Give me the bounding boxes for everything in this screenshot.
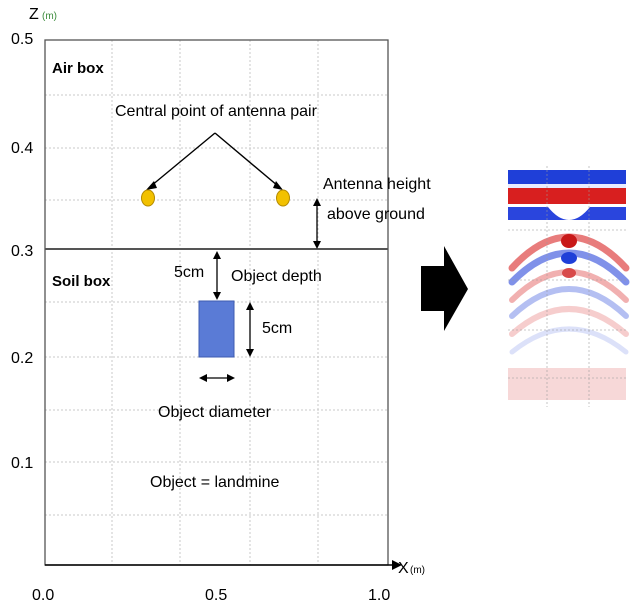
antenna-height-arrowhead-top	[313, 198, 321, 206]
z-tick-label: 0.5	[11, 31, 33, 48]
radargram-apex-red	[561, 234, 577, 248]
hyperbola-blue-3	[509, 326, 629, 355]
central-point-label: Central point of antenna pair	[115, 103, 318, 120]
radargram-apex-red-2	[562, 268, 576, 278]
radargram-lower-wash	[508, 368, 626, 400]
radargram-band-red	[508, 188, 626, 204]
object-size-arrowhead-top	[246, 302, 254, 310]
radargram-panel	[508, 166, 630, 407]
z-tick-label: 0.4	[11, 140, 33, 157]
object-depth-arrowhead-top	[213, 251, 221, 259]
schematic-panel: Z (m) X (m) 0.5 0.4 0.3 0.2 0.1 0.0 0.5 …	[11, 6, 431, 604]
air-box-label: Air box	[52, 60, 104, 77]
transition-arrow	[421, 246, 468, 331]
hyperbola-red-3	[509, 306, 629, 337]
radargram-band-white	[508, 184, 626, 188]
antenna-right	[276, 189, 290, 207]
antenna-height-label-line2: above ground	[327, 206, 425, 223]
z-tick-label: 0.2	[11, 350, 33, 367]
radargram-apex-blue	[561, 252, 577, 264]
x-axis-label: X	[398, 560, 409, 577]
object-depth-value: 5cm	[174, 264, 204, 281]
object-diameter-arrowhead-left	[199, 374, 207, 382]
antenna-pointer-left	[150, 132, 216, 187]
antenna-height-arrowhead-bottom	[313, 241, 321, 249]
x-tick-label: 0.5	[205, 587, 227, 604]
antenna-pointer-right-head	[273, 181, 283, 190]
x-tick-label: 1.0	[368, 587, 390, 604]
object-diameter-label: Object diameter	[158, 404, 272, 421]
z-axis-label: Z	[29, 6, 39, 23]
antenna-pointer-right	[214, 132, 279, 187]
object-type-label: Object = landmine	[150, 474, 280, 491]
radargram-notch	[548, 207, 590, 220]
antenna-left	[141, 189, 155, 207]
object-diameter-arrowhead-right	[227, 374, 235, 382]
x-axis-arrowhead	[392, 560, 402, 570]
antenna-height-label: Antenna height	[323, 176, 431, 193]
object-size-arrowhead-bottom	[246, 349, 254, 357]
antenna-pointer-left-head	[146, 181, 157, 190]
z-tick-label: 0.1	[11, 455, 33, 472]
radargram-grid	[508, 166, 626, 407]
landmine-object	[198, 300, 235, 358]
z-axis-unit: (m)	[42, 11, 57, 22]
grid	[45, 40, 388, 565]
object-depth-arrowhead-bottom	[213, 292, 221, 300]
hyperbola-blue-2	[509, 286, 629, 319]
x-tick-label: 0.0	[32, 587, 54, 604]
object-depth-label: Object depth	[231, 268, 322, 285]
radargram-band-blue-top	[508, 170, 626, 184]
z-tick-label: 0.3	[11, 243, 33, 260]
soil-box-label: Soil box	[52, 273, 111, 290]
x-axis-unit: (m)	[410, 565, 425, 576]
object-size-value: 5cm	[262, 320, 292, 337]
